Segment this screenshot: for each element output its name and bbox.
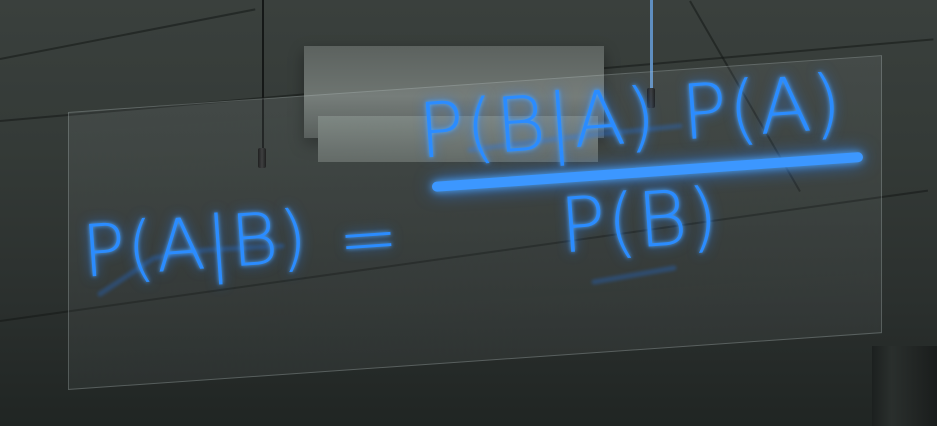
cable-clamp-right (647, 88, 655, 108)
reflection-stroke-3 (591, 265, 677, 285)
ceiling-duct-face (318, 116, 598, 162)
reflection-stroke-1 (97, 243, 285, 297)
cable-clamp-left (258, 148, 266, 168)
window-frame (872, 346, 937, 426)
power-cable (650, 0, 653, 88)
hanging-cable-left (262, 0, 264, 148)
reflection-stroke-2 (467, 123, 683, 153)
